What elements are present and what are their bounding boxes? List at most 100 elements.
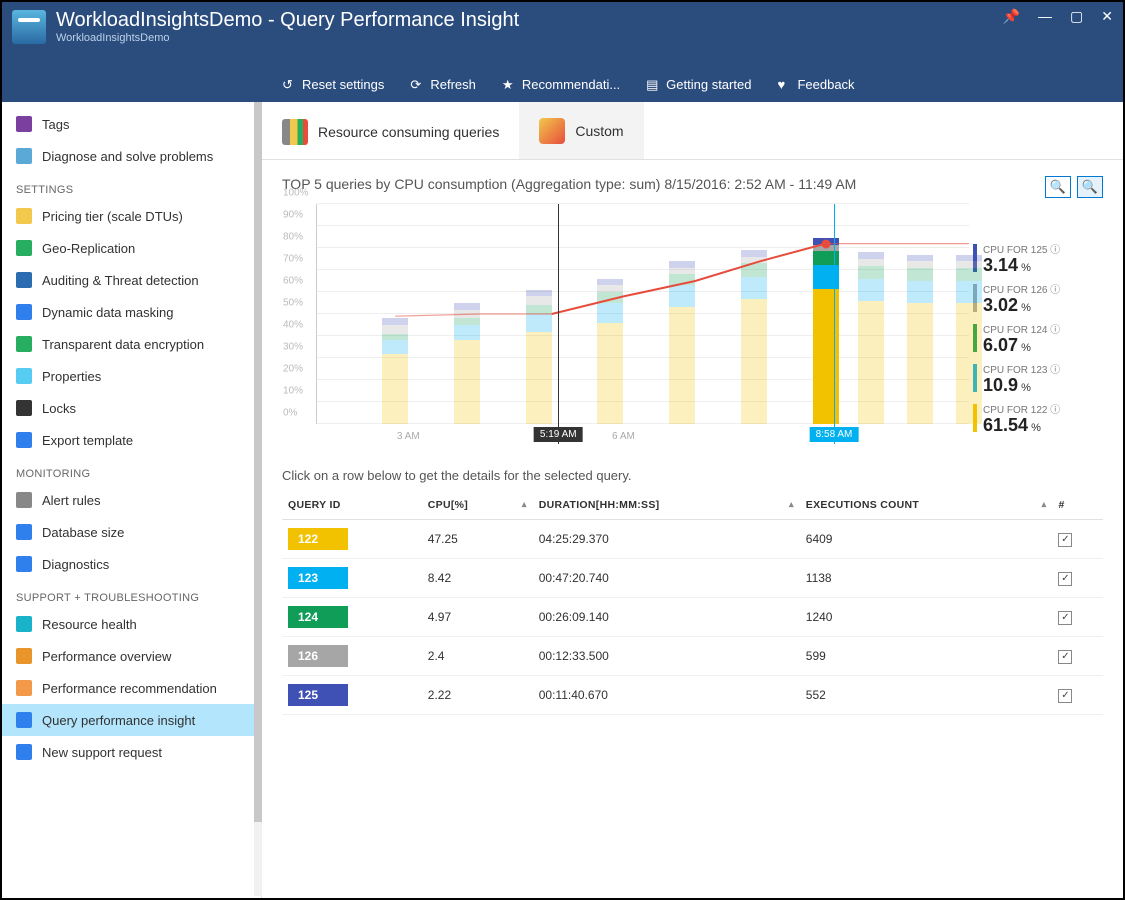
col-query-id[interactable]: QUERY ID [282,491,422,520]
sidebar-item[interactable]: Transparent data encryption [2,328,261,360]
sidebar-item[interactable]: Query performance insight [2,704,261,736]
sidebar-item[interactable]: Tags [2,108,261,140]
sidebar-item[interactable]: Properties [2,360,261,392]
col-checkbox[interactable]: # [1052,491,1103,520]
chart-bar-segment [669,274,695,285]
chart-cursor[interactable] [834,204,835,444]
chart-bar[interactable] [454,303,480,424]
refresh-button[interactable]: ⟳ Refresh [410,77,476,92]
row-checkbox[interactable]: ✓ [1058,533,1072,547]
sidebar-item-icon [16,400,32,416]
row-checkbox[interactable]: ✓ [1058,611,1072,625]
tab-resource-consuming[interactable]: Resource consuming queries [262,102,519,159]
chart-bar[interactable] [382,318,408,424]
cell-cpu: 4.97 [422,598,533,637]
sidebar-item[interactable]: Performance recommendation [2,672,261,704]
chart-bar[interactable] [907,255,933,424]
legend-entry[interactable]: CPU FOR 122 ⓘ61.54 % [973,404,1103,436]
sidebar-item-label: Auditing & Threat detection [42,273,199,288]
chart-bar-segment [454,318,480,325]
sidebar-scrollbar[interactable] [254,102,262,896]
sidebar-item[interactable]: Performance overview [2,640,261,672]
sidebar-item[interactable]: Diagnostics [2,548,261,580]
reset-settings-button[interactable]: ↺ Reset settings [282,77,384,92]
chart-bar[interactable] [741,250,767,424]
zoom-in-button[interactable]: 🔍 [1045,176,1071,198]
scrollbar-thumb[interactable] [254,102,262,822]
sidebar-item[interactable]: Export template [2,424,261,456]
sidebar-item-label: Resource health [42,617,137,632]
cell-duration: 00:26:09.140 [533,598,800,637]
col-duration[interactable]: DURATION[HH:MM:SS]▴ [533,491,800,520]
query-id-pill: 124 [288,606,348,628]
recommendations-button[interactable]: ★ Recommendati... [502,77,620,92]
cpu-chart[interactable]: 0%10%20%30%40%50%60%70%80%90%100%3 AM6 A… [316,204,969,424]
sidebar-item[interactable]: Locks [2,392,261,424]
table-row[interactable]: 1238.4200:47:20.7401138✓ [282,559,1103,598]
chart-bar-segment [454,325,480,340]
sidebar-item-label: Geo-Replication [42,241,135,256]
sidebar-item[interactable]: Alert rules [2,484,261,516]
content-tabs: Resource consuming queries Custom [262,102,1123,160]
refresh-label: Refresh [430,77,476,92]
sidebar-item-label: Export template [42,433,133,448]
legend-entry[interactable]: CPU FOR 123 ⓘ10.9 % [973,364,1103,396]
chart-bar[interactable] [669,261,695,424]
legend-value: 10.9 [983,375,1018,395]
col-cpu[interactable]: CPU[%]▴ [422,491,533,520]
feedback-button[interactable]: ♥ Feedback [777,77,854,92]
sidebar-item[interactable]: Auditing & Threat detection [2,264,261,296]
getting-started-button[interactable]: ▤ Getting started [646,77,751,92]
chart-bar[interactable] [526,290,552,424]
row-checkbox[interactable]: ✓ [1058,650,1072,664]
cell-duration: 00:12:33.500 [533,637,800,676]
table-row[interactable]: 1262.400:12:33.500599✓ [282,637,1103,676]
maximize-icon[interactable]: ▢ [1070,8,1083,25]
chart-cursor[interactable] [558,204,559,444]
chart-bar[interactable] [956,255,982,424]
refresh-icon: ⟳ [410,77,424,91]
legend-entry[interactable]: CPU FOR 126 ⓘ3.02 % [973,284,1103,316]
sidebar-item-label: Diagnose and solve problems [42,149,213,164]
sidebar-item[interactable]: New support request [2,736,261,768]
chart-bar-segment [597,292,623,303]
chart-bar-segment [526,296,552,305]
chart-bar-segment [741,277,767,299]
chart-bar-segment [526,314,552,332]
sidebar-item-label: Pricing tier (scale DTUs) [42,209,183,224]
table-row[interactable]: 1244.9700:26:09.1401240✓ [282,598,1103,637]
legend-percent: % [1018,342,1031,354]
minimize-icon[interactable]: — [1038,8,1052,25]
close-icon[interactable]: ✕ [1101,8,1113,25]
sidebar-item[interactable]: Geo-Replication [2,232,261,264]
reco-label: Recommendati... [522,77,620,92]
chart-bar[interactable] [597,279,623,424]
chart-bar-segment [858,279,884,301]
table-row[interactable]: 1252.2200:11:40.670552✓ [282,676,1103,715]
chart-bar-segment [956,261,982,268]
chart-bar-segment [454,310,480,319]
legend-entry[interactable]: CPU FOR 125 ⓘ3.14 % [973,244,1103,276]
row-checkbox[interactable]: ✓ [1058,689,1072,703]
zoom-out-button[interactable]: 🔍 [1077,176,1103,198]
sidebar-item[interactable]: Dynamic data masking [2,296,261,328]
heart-icon: ♥ [777,77,791,91]
pin-icon[interactable]: 📌 [1003,8,1020,25]
tab-custom[interactable]: Custom [519,102,643,159]
sidebar-item-label: Transparent data encryption [42,337,204,352]
chart-bar-segment [858,252,884,259]
app-icon [12,10,46,44]
chart-bar[interactable] [858,252,884,424]
row-checkbox[interactable]: ✓ [1058,572,1072,586]
col-executions[interactable]: EXECUTIONS COUNT▴ [800,491,1053,520]
legend-percent: % [1018,262,1031,274]
legend-entry[interactable]: CPU FOR 124 ⓘ6.07 % [973,324,1103,356]
chart-bar-segment [382,340,408,353]
sidebar-item[interactable]: Database size [2,516,261,548]
window-title: WorkloadInsightsDemo - Query Performance… [56,8,1003,32]
chart-bar-segment [741,257,767,264]
table-row[interactable]: 12247.2504:25:29.3706409✓ [282,520,1103,559]
sidebar-item[interactable]: Pricing tier (scale DTUs) [2,200,261,232]
sidebar-item[interactable]: Diagnose and solve problems [2,140,261,172]
sidebar-item[interactable]: Resource health [2,608,261,640]
